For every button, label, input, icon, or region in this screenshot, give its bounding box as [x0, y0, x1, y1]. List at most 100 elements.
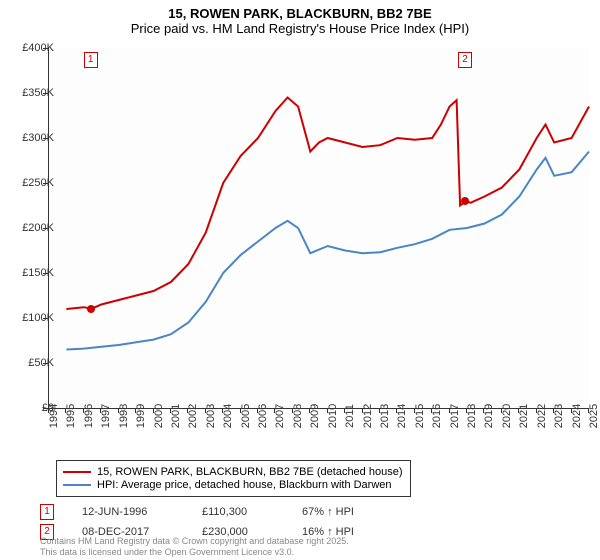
- x-tick-mark: [48, 408, 49, 413]
- legend-item-property: 15, ROWEN PARK, BLACKBURN, BB2 7BE (deta…: [63, 466, 402, 478]
- event-row-1: 1 12-JUN-1996 £110,300 67% ↑ HPI: [40, 504, 402, 520]
- x-tick-mark: [414, 408, 415, 413]
- x-tick-label: 2018: [466, 404, 478, 428]
- chart-container: 15, ROWEN PARK, BLACKBURN, BB2 7BE Price…: [0, 0, 600, 560]
- x-tick-mark: [362, 408, 363, 413]
- x-tick-mark: [431, 408, 432, 413]
- x-tick-mark: [274, 408, 275, 413]
- series-property-line: [66, 98, 589, 310]
- event-date-1: 12-JUN-1996: [82, 506, 202, 518]
- chart-svg: [49, 48, 589, 408]
- x-tick-mark: [344, 408, 345, 413]
- x-tick-label: 1995: [65, 404, 77, 428]
- x-tick-label: 1998: [118, 404, 130, 428]
- x-tick-label: 2013: [379, 404, 391, 428]
- x-tick-mark: [153, 408, 154, 413]
- y-tick-mark: [43, 93, 48, 94]
- x-tick-mark: [536, 408, 537, 413]
- y-tick-mark: [43, 273, 48, 274]
- x-tick-mark: [170, 408, 171, 413]
- title-block: 15, ROWEN PARK, BLACKBURN, BB2 7BE Price…: [0, 0, 600, 36]
- y-tick-mark: [43, 318, 48, 319]
- x-tick-mark: [518, 408, 519, 413]
- sale-marker-dot: [87, 305, 95, 313]
- x-tick-mark: [466, 408, 467, 413]
- event-pct-1: 67% ↑ HPI: [302, 506, 402, 518]
- x-tick-mark: [135, 408, 136, 413]
- y-tick-mark: [43, 183, 48, 184]
- x-tick-label: 2007: [274, 404, 286, 428]
- x-tick-label: 2006: [257, 404, 269, 428]
- x-tick-mark: [257, 408, 258, 413]
- legend-label-hpi: HPI: Average price, detached house, Blac…: [97, 479, 392, 491]
- sale-marker-dot: [461, 197, 469, 205]
- y-tick-label: £300K: [22, 132, 54, 144]
- y-tick-label: £400K: [22, 42, 54, 54]
- sale-marker-label: 2: [458, 52, 472, 68]
- y-tick-label: £50K: [28, 357, 54, 369]
- x-tick-label: 2014: [396, 404, 408, 428]
- x-tick-mark: [240, 408, 241, 413]
- x-tick-label: 2024: [571, 404, 583, 428]
- x-tick-mark: [65, 408, 66, 413]
- x-tick-label: 2000: [153, 404, 165, 428]
- sale-marker-label: 1: [84, 52, 98, 68]
- x-tick-label: 2002: [187, 404, 199, 428]
- event-marker-1: 1: [40, 504, 54, 520]
- y-tick-mark: [43, 48, 48, 49]
- legend: 15, ROWEN PARK, BLACKBURN, BB2 7BE (deta…: [56, 460, 411, 497]
- x-tick-mark: [396, 408, 397, 413]
- x-tick-label: 2020: [501, 404, 513, 428]
- x-tick-label: 2001: [170, 404, 182, 428]
- x-tick-mark: [379, 408, 380, 413]
- plot-area: [48, 48, 589, 409]
- x-tick-mark: [571, 408, 572, 413]
- x-tick-mark: [309, 408, 310, 413]
- x-tick-mark: [483, 408, 484, 413]
- title-subtitle: Price paid vs. HM Land Registry's House …: [0, 21, 600, 36]
- x-tick-mark: [118, 408, 119, 413]
- y-tick-label: £200K: [22, 222, 54, 234]
- x-tick-mark: [83, 408, 84, 413]
- x-tick-label: 2011: [344, 404, 356, 428]
- x-tick-mark: [327, 408, 328, 413]
- x-tick-mark: [205, 408, 206, 413]
- x-tick-label: 2005: [240, 404, 252, 428]
- x-tick-label: 2021: [518, 404, 530, 428]
- x-tick-label: 1994: [48, 404, 60, 428]
- x-tick-mark: [501, 408, 502, 413]
- x-tick-label: 2010: [327, 404, 339, 428]
- x-tick-label: 2012: [362, 404, 374, 428]
- attribution-line2: This data is licensed under the Open Gov…: [40, 547, 349, 558]
- x-tick-mark: [222, 408, 223, 413]
- series-hpi-line: [66, 152, 589, 350]
- y-tick-label: £100K: [22, 312, 54, 324]
- x-tick-label: 1997: [100, 404, 112, 428]
- x-tick-mark: [588, 408, 589, 413]
- y-tick-mark: [43, 363, 48, 364]
- x-tick-mark: [553, 408, 554, 413]
- x-tick-mark: [449, 408, 450, 413]
- x-tick-mark: [187, 408, 188, 413]
- legend-swatch-hpi: [63, 484, 91, 486]
- y-tick-mark: [43, 138, 48, 139]
- x-tick-label: 2025: [588, 404, 600, 428]
- attribution-line1: Contains HM Land Registry data © Crown c…: [40, 536, 349, 547]
- event-price-1: £110,300: [202, 506, 302, 518]
- x-tick-label: 2008: [292, 404, 304, 428]
- title-address: 15, ROWEN PARK, BLACKBURN, BB2 7BE: [0, 6, 600, 21]
- x-tick-label: 2017: [449, 404, 461, 428]
- x-tick-label: 1999: [135, 404, 147, 428]
- y-tick-label: £250K: [22, 177, 54, 189]
- legend-item-hpi: HPI: Average price, detached house, Blac…: [63, 479, 402, 491]
- x-tick-label: 1996: [83, 404, 95, 428]
- x-tick-mark: [100, 408, 101, 413]
- legend-label-property: 15, ROWEN PARK, BLACKBURN, BB2 7BE (deta…: [97, 466, 402, 478]
- x-tick-label: 2003: [205, 404, 217, 428]
- x-tick-mark: [292, 408, 293, 413]
- x-tick-label: 2023: [553, 404, 565, 428]
- attribution: Contains HM Land Registry data © Crown c…: [40, 536, 349, 558]
- y-tick-label: £350K: [22, 87, 54, 99]
- x-tick-label: 2019: [483, 404, 495, 428]
- legend-swatch-property: [63, 471, 91, 473]
